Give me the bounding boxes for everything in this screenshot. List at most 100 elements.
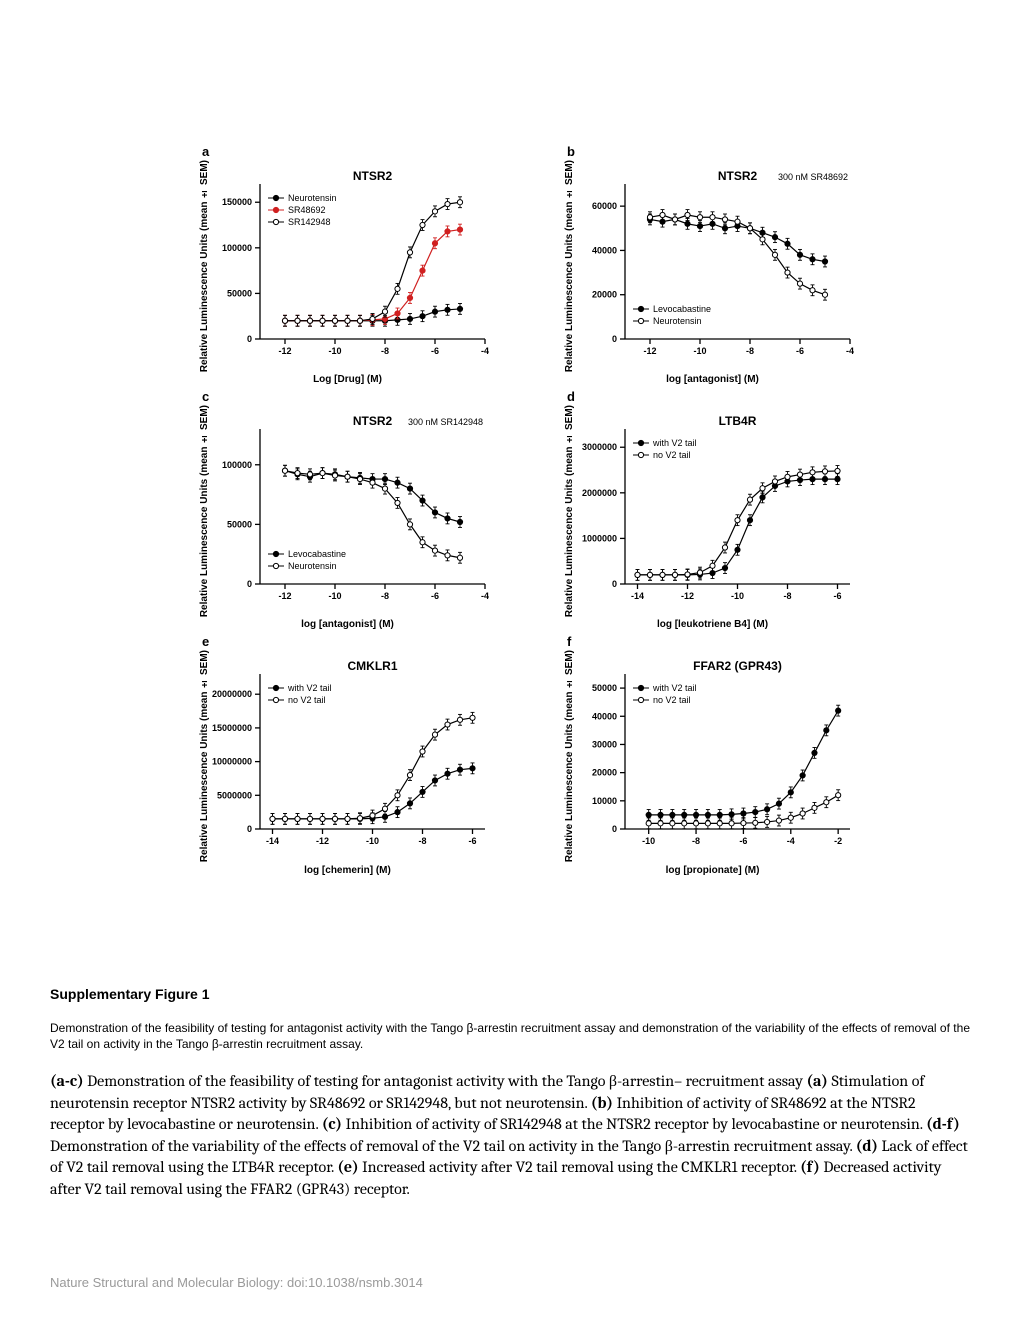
svg-text:100000: 100000: [221, 242, 251, 252]
svg-text:with V2 tail: with V2 tail: [652, 683, 697, 693]
svg-text:Neurotensin: Neurotensin: [288, 193, 337, 203]
svg-text:100000: 100000: [221, 460, 251, 470]
y-axis-label: Relative Luminescence Units (mean ± SEM): [564, 160, 575, 372]
svg-text:NTSR2: NTSR2: [352, 169, 392, 183]
svg-text:Neurotensin: Neurotensin: [653, 316, 702, 326]
y-axis-label: Relative Luminescence Units (mean ± SEM): [564, 405, 575, 617]
panel-label: c: [202, 389, 209, 404]
svg-text:Levocabastine: Levocabastine: [653, 304, 711, 314]
svg-text:0: 0: [611, 334, 616, 344]
svg-text:CMKLR1: CMKLR1: [347, 659, 397, 673]
doi-footer: Nature Structural and Molecular Biology:…: [50, 1275, 423, 1290]
svg-text:0: 0: [246, 334, 251, 344]
svg-text:3000000: 3000000: [581, 442, 616, 452]
svg-text:LTB4R: LTB4R: [718, 414, 756, 428]
x-axis-label: log [leukotriene B4] (M): [657, 619, 768, 630]
svg-text:SR142948: SR142948: [288, 217, 331, 227]
svg-text:no V2 tail: no V2 tail: [653, 695, 691, 705]
panel-d: dRelative Luminescence Units (mean ± SEM…: [545, 405, 880, 630]
chart: -14-12-10-8-60100000020000003000000LTB4R…: [577, 411, 862, 612]
svg-text:-14: -14: [630, 591, 643, 601]
panel-label: f: [567, 634, 571, 649]
svg-text:20000: 20000: [591, 289, 616, 299]
svg-text:-6: -6: [430, 346, 438, 356]
svg-text:50000: 50000: [226, 288, 251, 298]
x-axis-label: log [chemerin] (M): [304, 865, 391, 876]
svg-text:-2: -2: [834, 836, 842, 846]
svg-text:-6: -6: [468, 836, 476, 846]
svg-text:-4: -4: [786, 836, 794, 846]
svg-text:-12: -12: [315, 836, 328, 846]
svg-text:-10: -10: [328, 346, 341, 356]
x-axis-label: log [antagonist] (M): [666, 374, 759, 385]
x-axis-label: log [propionate] (M): [666, 865, 760, 876]
svg-text:-8: -8: [418, 836, 426, 846]
svg-text:40000: 40000: [591, 711, 616, 721]
panel-a: aRelative Luminescence Units (mean ± SEM…: [180, 160, 515, 385]
svg-text:-8: -8: [380, 591, 388, 601]
svg-text:-6: -6: [833, 591, 841, 601]
caption-block: Supplementary Figure 1 Demonstration of …: [50, 986, 970, 1201]
y-axis-label: Relative Luminescence Units (mean ± SEM): [199, 160, 210, 372]
svg-text:300 nM SR142948: 300 nM SR142948: [407, 417, 482, 427]
svg-text:10000: 10000: [591, 796, 616, 806]
svg-text:-6: -6: [795, 346, 803, 356]
svg-text:0: 0: [611, 824, 616, 834]
svg-text:-8: -8: [745, 346, 753, 356]
svg-text:15000000: 15000000: [212, 723, 252, 733]
x-axis-label: Log [Drug] (M): [313, 374, 382, 385]
svg-text:no V2 tail: no V2 tail: [288, 695, 326, 705]
svg-text:0: 0: [246, 824, 251, 834]
svg-text:-4: -4: [480, 346, 488, 356]
svg-text:-12: -12: [278, 346, 291, 356]
svg-text:Neurotensin: Neurotensin: [288, 561, 337, 571]
panel-label: b: [567, 144, 575, 159]
svg-text:-10: -10: [642, 836, 655, 846]
y-axis-label: Relative Luminescence Units (mean ± SEM): [199, 650, 210, 862]
svg-text:0: 0: [246, 579, 251, 589]
svg-text:NTSR2: NTSR2: [352, 414, 392, 428]
svg-text:-12: -12: [680, 591, 693, 601]
svg-text:with V2 tail: with V2 tail: [652, 438, 697, 448]
svg-text:20000000: 20000000: [212, 689, 252, 699]
svg-text:50000: 50000: [591, 683, 616, 693]
svg-text:NTSR2: NTSR2: [717, 169, 757, 183]
panel-label: a: [202, 144, 209, 159]
svg-text:-8: -8: [783, 591, 791, 601]
svg-text:20000: 20000: [591, 768, 616, 778]
y-axis-label: Relative Luminescence Units (mean ± SEM): [199, 405, 210, 617]
chart: -12-10-8-6-4050000100000NTSR2300 nM SR14…: [212, 411, 497, 612]
svg-text:-14: -14: [265, 836, 278, 846]
svg-text:-8: -8: [380, 346, 388, 356]
panel-label: d: [567, 389, 575, 404]
svg-text:no V2 tail: no V2 tail: [653, 450, 691, 460]
y-axis-label: Relative Luminescence Units (mean ± SEM): [564, 650, 575, 862]
svg-text:-10: -10: [365, 836, 378, 846]
figure-subtitle: Demonstration of the feasibility of test…: [50, 1020, 970, 1054]
svg-text:-10: -10: [328, 591, 341, 601]
figure-title: Supplementary Figure 1: [50, 986, 970, 1002]
svg-text:-12: -12: [643, 346, 656, 356]
chart: -12-10-8-6-40200004000060000NTSR2300 nM …: [577, 166, 862, 367]
panel-e: eRelative Luminescence Units (mean ± SEM…: [180, 650, 515, 875]
x-axis-label: log [antagonist] (M): [301, 619, 394, 630]
svg-text:-8: -8: [692, 836, 700, 846]
svg-text:50000: 50000: [226, 519, 251, 529]
panel-label: e: [202, 634, 209, 649]
svg-text:-12: -12: [278, 591, 291, 601]
svg-text:150000: 150000: [221, 197, 251, 207]
svg-text:60000: 60000: [591, 201, 616, 211]
svg-text:40000: 40000: [591, 245, 616, 255]
panel-c: cRelative Luminescence Units (mean ± SEM…: [180, 405, 515, 630]
svg-text:-4: -4: [845, 346, 853, 356]
chart: -14-12-10-8-6050000001000000015000000200…: [212, 656, 497, 857]
svg-text:-4: -4: [480, 591, 488, 601]
svg-text:SR48692: SR48692: [288, 205, 326, 215]
figure-description: (a-c) Demonstration of the feasibility o…: [50, 1071, 970, 1201]
svg-text:Levocabastine: Levocabastine: [288, 549, 346, 559]
chart: -12 -10 -8 -6 -4 0 50000 100000 150000 NTSR2 Neuro…: [212, 166, 497, 367]
chart: -10-8-6-4-201000020000300004000050000FFA…: [577, 656, 862, 857]
svg-text:-10: -10: [693, 346, 706, 356]
figure-grid: aRelative Luminescence Units (mean ± SEM…: [180, 160, 880, 876]
panel-f: fRelative Luminescence Units (mean ± SEM…: [545, 650, 880, 875]
